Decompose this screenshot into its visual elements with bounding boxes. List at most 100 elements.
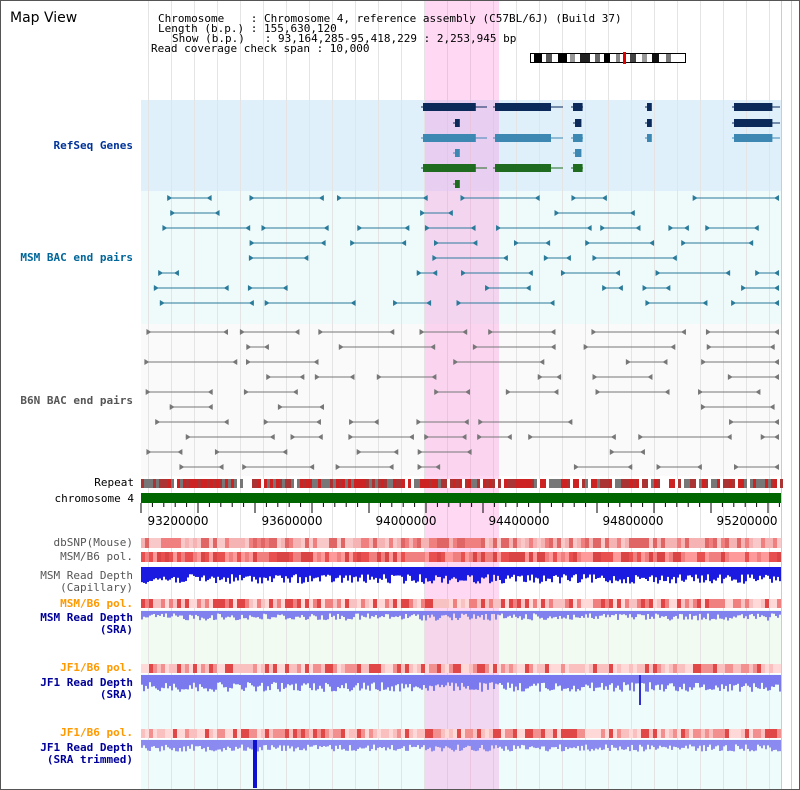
- depth-bar: [147, 567, 149, 582]
- depth-bar: [495, 567, 497, 581]
- depth-bar: [753, 567, 755, 579]
- pol-cell: [605, 552, 609, 562]
- repeat-segment: [750, 479, 753, 488]
- grid-line: [700, 1, 701, 789]
- repeat-segment: [690, 479, 693, 488]
- dbsnp-cell: [729, 538, 733, 548]
- depth-bar: [463, 611, 465, 615]
- depth-bar: [155, 567, 157, 579]
- repeat-segment: [543, 479, 546, 488]
- msm-bac-pair-end: [565, 255, 571, 261]
- jf1-read-depth-trimmed-label[interactable]: JF1 Read Depth (SRA trimmed): [40, 741, 133, 766]
- repeat-segment: [522, 479, 525, 488]
- depth-bar: [611, 611, 613, 616]
- pol-cell: [457, 664, 461, 673]
- gene-exon: [647, 134, 652, 142]
- depth-bar: [515, 740, 517, 749]
- depth-bar: [141, 611, 143, 620]
- depth-bar: [503, 675, 505, 689]
- depth-bar: [721, 567, 723, 584]
- repeat-label: Repeat: [94, 476, 134, 489]
- depth-bar: [523, 740, 525, 746]
- msm-bac-pair-end: [420, 210, 426, 216]
- msm-read-depth-capillary-label[interactable]: MSM Read Depth (Capillary): [40, 569, 133, 594]
- dbsnp-mouse-label[interactable]: dbSNP(Mouse): [53, 536, 133, 549]
- depth-bar: [311, 567, 313, 582]
- depth-bar: [347, 675, 349, 689]
- depth-bar: [409, 567, 411, 576]
- depth-bar: [643, 675, 645, 684]
- repeat-segment: [456, 479, 459, 488]
- depth-bar: [453, 675, 455, 691]
- pol-cell: [553, 599, 557, 608]
- gene-exon: [575, 149, 582, 157]
- depth-bar: [441, 611, 443, 616]
- dbsnp-cell: [329, 538, 333, 548]
- depth-bar: [551, 675, 553, 690]
- depth-bar: [237, 611, 239, 620]
- depth-bar: [697, 675, 699, 684]
- pol-cell: [585, 664, 589, 673]
- dbsnp-cell: [477, 538, 481, 548]
- depth-bar: [685, 675, 687, 691]
- zoom-region-highlight[interactable]: [425, 1, 499, 789]
- grid-line: [148, 1, 149, 789]
- pol-cell: [409, 729, 413, 738]
- jf1-b6-pol-2-label[interactable]: JF1/B6 pol.: [60, 726, 133, 739]
- pol-cell: [425, 664, 429, 673]
- msm-b6-pol-label[interactable]: MSM/B6 pol.: [60, 550, 133, 563]
- pol-cell: [701, 599, 705, 608]
- b6n-bac-pair-end: [729, 419, 735, 425]
- dbsnp-cell: [357, 538, 361, 548]
- pol-cell: [665, 552, 669, 562]
- msm-bac-end-pairs-label[interactable]: MSM BAC end pairs: [20, 251, 133, 264]
- repeat-segment: [771, 479, 774, 488]
- msm-read-depth-sra-label[interactable]: MSM Read Depth (SRA): [40, 611, 133, 636]
- repeat-segment: [273, 479, 276, 488]
- b6n-bac-pair-end: [335, 464, 341, 470]
- repeat-segment: [714, 479, 717, 488]
- depth-bar: [723, 740, 725, 747]
- dbsnp-cell: [685, 538, 689, 548]
- depth-bar: [319, 740, 321, 747]
- depth-bar: [279, 740, 281, 746]
- depth-bar: [511, 740, 513, 752]
- refseq-genes-label[interactable]: RefSeq Genes: [53, 139, 133, 152]
- repeat-segment: [315, 479, 318, 488]
- pol-cell: [745, 664, 749, 673]
- msm-bac-pair-end: [617, 285, 623, 291]
- pol-cell: [209, 552, 213, 562]
- depth-bar: [761, 740, 763, 749]
- b6n-bac-pair-end: [243, 389, 249, 395]
- pol-cell: [257, 552, 261, 562]
- depth-bar: [275, 611, 277, 618]
- pol-cell: [253, 729, 257, 738]
- b6n-bac-pair-end: [528, 434, 534, 440]
- depth-bar: [285, 740, 287, 751]
- depth-bar: [155, 675, 157, 689]
- chromosome-ideogram[interactable]: [530, 52, 686, 64]
- jf1-b6-pol-label[interactable]: JF1/B6 pol.: [60, 661, 133, 674]
- depth-bar: [391, 611, 393, 617]
- repeat-segment: [474, 479, 477, 488]
- pol-cell: [185, 729, 189, 738]
- pol-cell: [533, 664, 537, 673]
- pol-cell: [301, 664, 305, 673]
- depth-bar: [441, 567, 443, 583]
- msm-b6-pol-sra-label[interactable]: MSM/B6 pol.: [60, 597, 133, 610]
- pol-cell: [633, 599, 637, 608]
- dbsnp-cell: [397, 538, 401, 548]
- pol-cell: [653, 599, 657, 608]
- depth-bar: [711, 675, 713, 690]
- pol-cell: [209, 599, 213, 608]
- pol-cell: [773, 552, 777, 562]
- depth-bar: [629, 740, 631, 752]
- depth-bar: [695, 740, 697, 751]
- depth-bar: [579, 567, 581, 583]
- b6n-bac-end-pairs-label[interactable]: B6N BAC end pairs: [20, 394, 133, 407]
- depth-bar: [631, 740, 633, 745]
- jf1-read-depth-sra-label[interactable]: JF1 Read Depth (SRA): [40, 676, 133, 701]
- depth-bar: [167, 740, 169, 748]
- pol-cell: [513, 599, 517, 608]
- depth-bar: [457, 675, 459, 687]
